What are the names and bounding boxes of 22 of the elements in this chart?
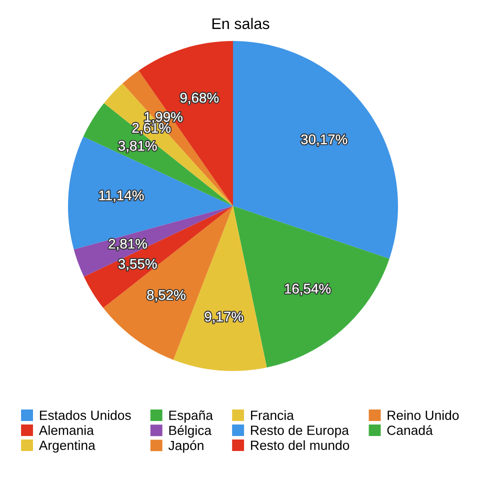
data-label: 8,52%	[147, 290, 186, 302]
data-label: 1,99%	[144, 112, 182, 124]
data-label: 11,14%	[99, 190, 144, 202]
data-label: 9,68%	[180, 92, 219, 104]
legend-label: Alemania	[38, 425, 94, 435]
legend-label: Francia	[251, 410, 294, 420]
data-label: 3,81%	[118, 140, 157, 152]
legend-label: Estados Unidos	[40, 410, 131, 420]
legend-label: España	[169, 410, 214, 423]
data-label: 30,17%	[301, 134, 348, 146]
data-label: 2,81%	[108, 238, 147, 250]
legend-label: Reino Unido	[388, 410, 459, 420]
legend-label: Japón	[168, 440, 204, 453]
chart-title: En salas	[212, 18, 270, 30]
legend-label: Argentina	[38, 440, 96, 453]
legend-label: Canadá	[387, 425, 433, 435]
legend-label: Resto del mundo	[251, 440, 350, 450]
data-label: 16,54%	[285, 284, 331, 296]
legend-label: Resto de Europa	[251, 425, 349, 438]
legend-label: Bélgica	[169, 425, 212, 438]
data-label: 3,55%	[118, 258, 157, 270]
data-label: 9,17%	[204, 312, 244, 324]
